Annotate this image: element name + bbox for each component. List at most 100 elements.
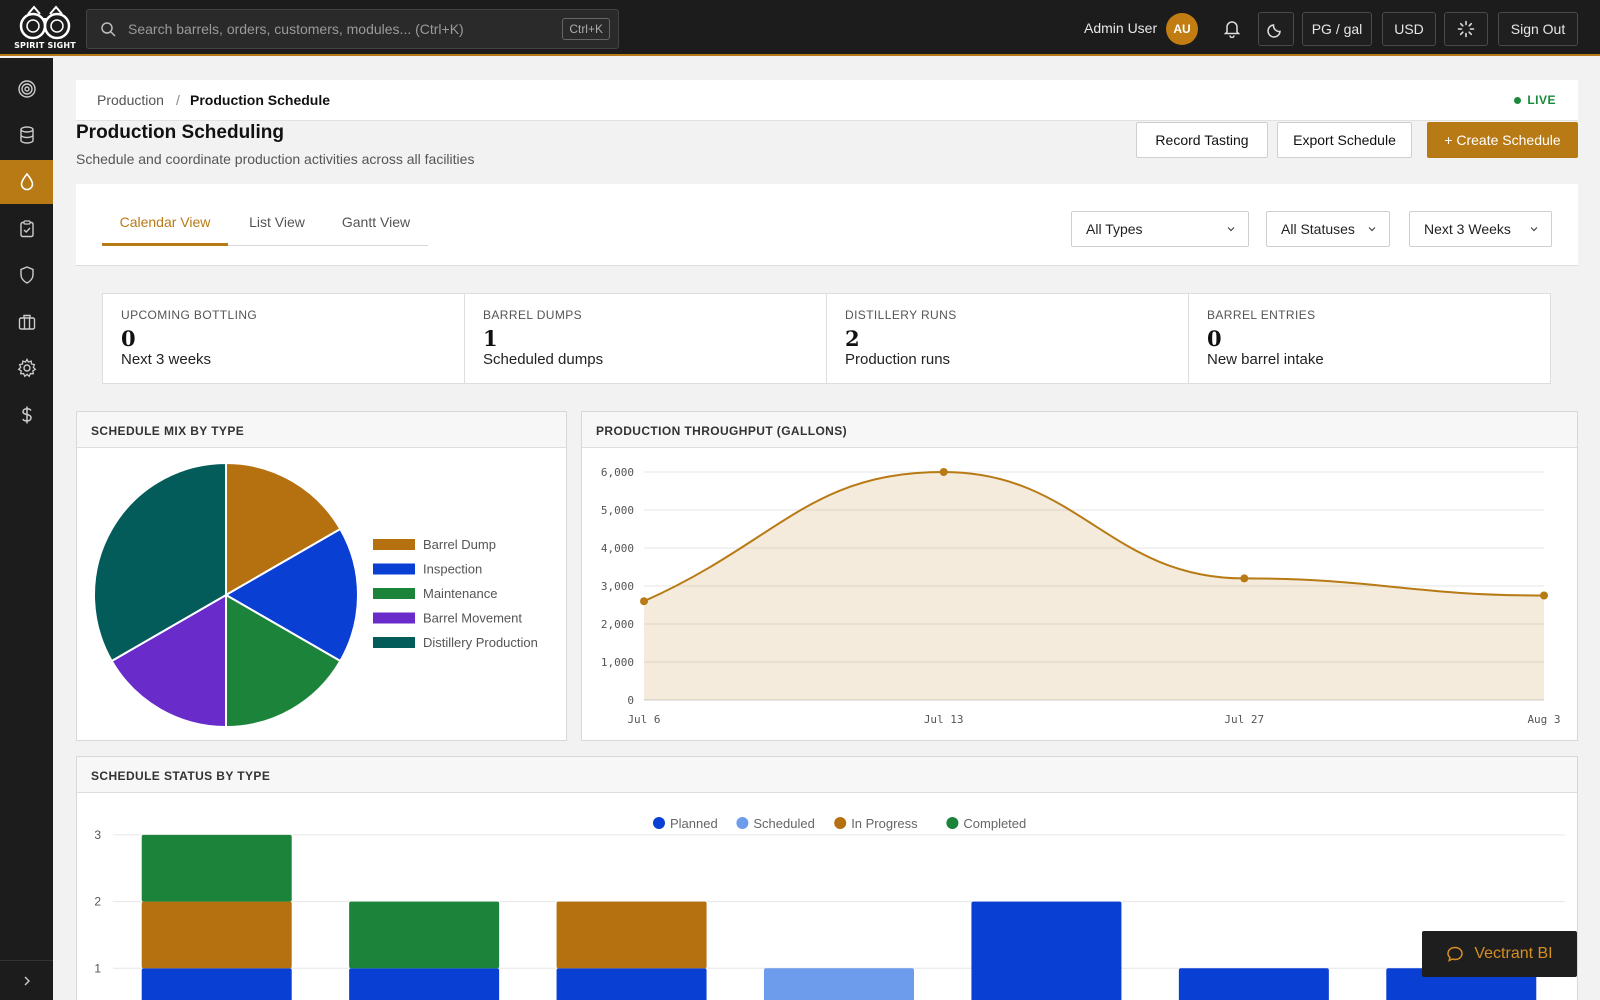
legend-dot <box>946 817 959 829</box>
throughput-panel: PRODUCTION THROUGHPUT (GALLONS) 0 1,000 2,… <box>581 411 1578 741</box>
loading-button[interactable] <box>1444 12 1488 46</box>
stat-sub: Scheduled dumps <box>483 351 604 368</box>
stat-value: 1 <box>483 326 498 351</box>
tab-gantt-view[interactable]: Gantt View <box>341 214 411 230</box>
droplet-icon <box>20 172 33 191</box>
database-icon <box>19 126 34 144</box>
vectrant-bi-label: Vectrant BI <box>1474 945 1553 962</box>
logo-text: SPIRIT SIGHT <box>14 41 76 50</box>
page-title: Production Scheduling <box>76 122 284 143</box>
bar-segment-in-progress <box>556 901 707 969</box>
pie-slice-barrel-dump <box>225 461 342 597</box>
type-filter-select[interactable]: All Types <box>1071 211 1249 247</box>
create-schedule-button[interactable]: + Create Schedule <box>1427 122 1578 158</box>
view-tabs: Calendar View List View Gantt View <box>102 212 428 246</box>
record-tasting-button[interactable]: Record Tasting <box>1136 122 1268 158</box>
gear-icon <box>17 358 36 378</box>
legend-label: Completed <box>963 816 1026 831</box>
currency-toggle-button[interactable]: USD <box>1382 12 1436 46</box>
stat-sub: Next 3 weeks <box>121 351 212 368</box>
briefcase-icon <box>18 314 35 330</box>
stat-label: DISTILLERY RUNS <box>845 308 957 322</box>
y-tick-label: 4,000 <box>601 542 634 555</box>
unit-toggle-button[interactable]: PG / gal <box>1302 12 1372 46</box>
legend-label: Scheduled <box>753 816 814 831</box>
stat-value: 0 <box>1207 326 1222 351</box>
sidebar <box>0 58 53 1000</box>
legend-swatch <box>373 637 415 648</box>
stat-card-upcoming-bottling: UPCOMING BOTTLING 0 Next 3 weeks <box>103 294 465 383</box>
throughput-line <box>643 470 1545 603</box>
bar-segment-scheduled <box>764 968 914 1000</box>
sidebar-item-finance[interactable] <box>0 393 53 437</box>
legend-dot <box>834 817 847 829</box>
chat-bubble-icon <box>1447 946 1464 962</box>
page-subtitle: Schedule and coordinate production activ… <box>76 151 475 167</box>
theme-toggle-button[interactable] <box>1258 12 1294 46</box>
stat-sub: New barrel intake <box>1207 351 1324 368</box>
live-label: LIVE <box>1527 93 1556 107</box>
legend-swatch <box>373 563 415 575</box>
legend-swatch <box>373 612 415 624</box>
moon-icon <box>1267 24 1281 38</box>
breadcrumb-separator: / <box>176 92 180 108</box>
export-schedule-button[interactable]: Export Schedule <box>1277 122 1412 158</box>
sidebar-item-production[interactable] <box>0 160 53 204</box>
stat-sub: Production runs <box>845 351 951 368</box>
bar-segment-planned <box>556 968 707 1000</box>
sidebar-item-inventory[interactable] <box>0 113 53 157</box>
sidebar-item-sales[interactable] <box>0 300 53 344</box>
global-search[interactable]: Ctrl+K <box>86 9 619 49</box>
search-input[interactable] <box>128 21 538 37</box>
y-tick-label: 5,000 <box>601 504 634 517</box>
live-dot-icon <box>1514 96 1522 104</box>
bar-segment-planned <box>971 901 1122 1000</box>
breadcrumb-current: Production Schedule <box>190 92 331 108</box>
range-filter-select[interactable]: Next 3 Weeks <box>1409 211 1552 247</box>
spirit-sight-logo[interactable]: SPIRIT SIGHT <box>14 5 76 51</box>
search-icon <box>101 22 116 37</box>
legend-swatch <box>373 588 415 599</box>
binoculars-icon <box>19 5 71 40</box>
throughput-area-chart: 0 1,000 2,000 3,000 4,000 5,000 6,000 Jul 6 Jul … <box>601 466 1561 726</box>
x-tick-label: Jul 13 <box>924 713 964 726</box>
legend-label: In Progress <box>851 816 918 831</box>
top-bar: SPIRIT SIGHT Ctrl+K Admin User AU PG / g… <box>0 0 1600 56</box>
spinner-icon <box>1457 20 1475 38</box>
stat-card-barrel-entries: BARREL ENTRIES 0 New barrel intake <box>1189 294 1550 383</box>
breadcrumb-parent-link[interactable]: Production <box>97 92 164 108</box>
throughput-point <box>1540 591 1548 600</box>
bar-segment-in-progress <box>141 901 292 969</box>
sidebar-item-settings[interactable] <box>0 346 53 390</box>
sidebar-item-tasks[interactable] <box>0 207 53 251</box>
pie-slice-inspection <box>224 527 359 663</box>
tab-calendar-view[interactable]: Calendar View <box>102 212 228 246</box>
legend-swatch <box>373 539 415 550</box>
sign-out-button[interactable]: Sign Out <box>1498 12 1578 46</box>
chevron-down-icon <box>1368 227 1376 232</box>
sidebar-item-compliance[interactable] <box>0 253 53 297</box>
bell-icon[interactable] <box>1222 18 1242 38</box>
schedule-mix-pie-chart: Barrel Dump Inspection Maintenance Barrel M… <box>93 461 538 729</box>
tab-list-view[interactable]: List View <box>249 214 305 230</box>
stat-card-barrel-dumps: BARREL DUMPS 1 Scheduled dumps <box>465 294 827 383</box>
pie-slice-distillery-production <box>93 461 227 663</box>
chevron-down-icon <box>1227 227 1235 232</box>
stats-row: UPCOMING BOTTLING 0 Next 3 weeks BARREL … <box>102 293 1551 384</box>
sidebar-item-dashboard[interactable] <box>0 67 53 111</box>
panel-title: SCHEDULE MIX BY TYPE <box>77 412 566 448</box>
y-tick-label: 1,000 <box>601 656 634 669</box>
stat-card-distillery-runs: DISTILLERY RUNS 2 Production runs <box>827 294 1189 383</box>
vectrant-bi-button[interactable]: Vectrant BI <box>1422 931 1577 977</box>
range-filter-value: Next 3 Weeks <box>1424 221 1511 237</box>
clipboard-check-icon <box>19 220 34 238</box>
breadcrumb: Production / Production Schedule LIVE <box>76 80 1578 121</box>
legend-dot <box>653 817 665 829</box>
status-filter-select[interactable]: All Statuses <box>1266 211 1390 247</box>
pie-slice-maintenance <box>225 593 342 729</box>
shield-icon <box>19 266 34 284</box>
legend-label: Inspection <box>423 562 482 577</box>
y-tick-label: 0 <box>627 694 634 707</box>
sidebar-expand-button[interactable] <box>0 960 53 1000</box>
avatar[interactable]: AU <box>1166 13 1198 45</box>
